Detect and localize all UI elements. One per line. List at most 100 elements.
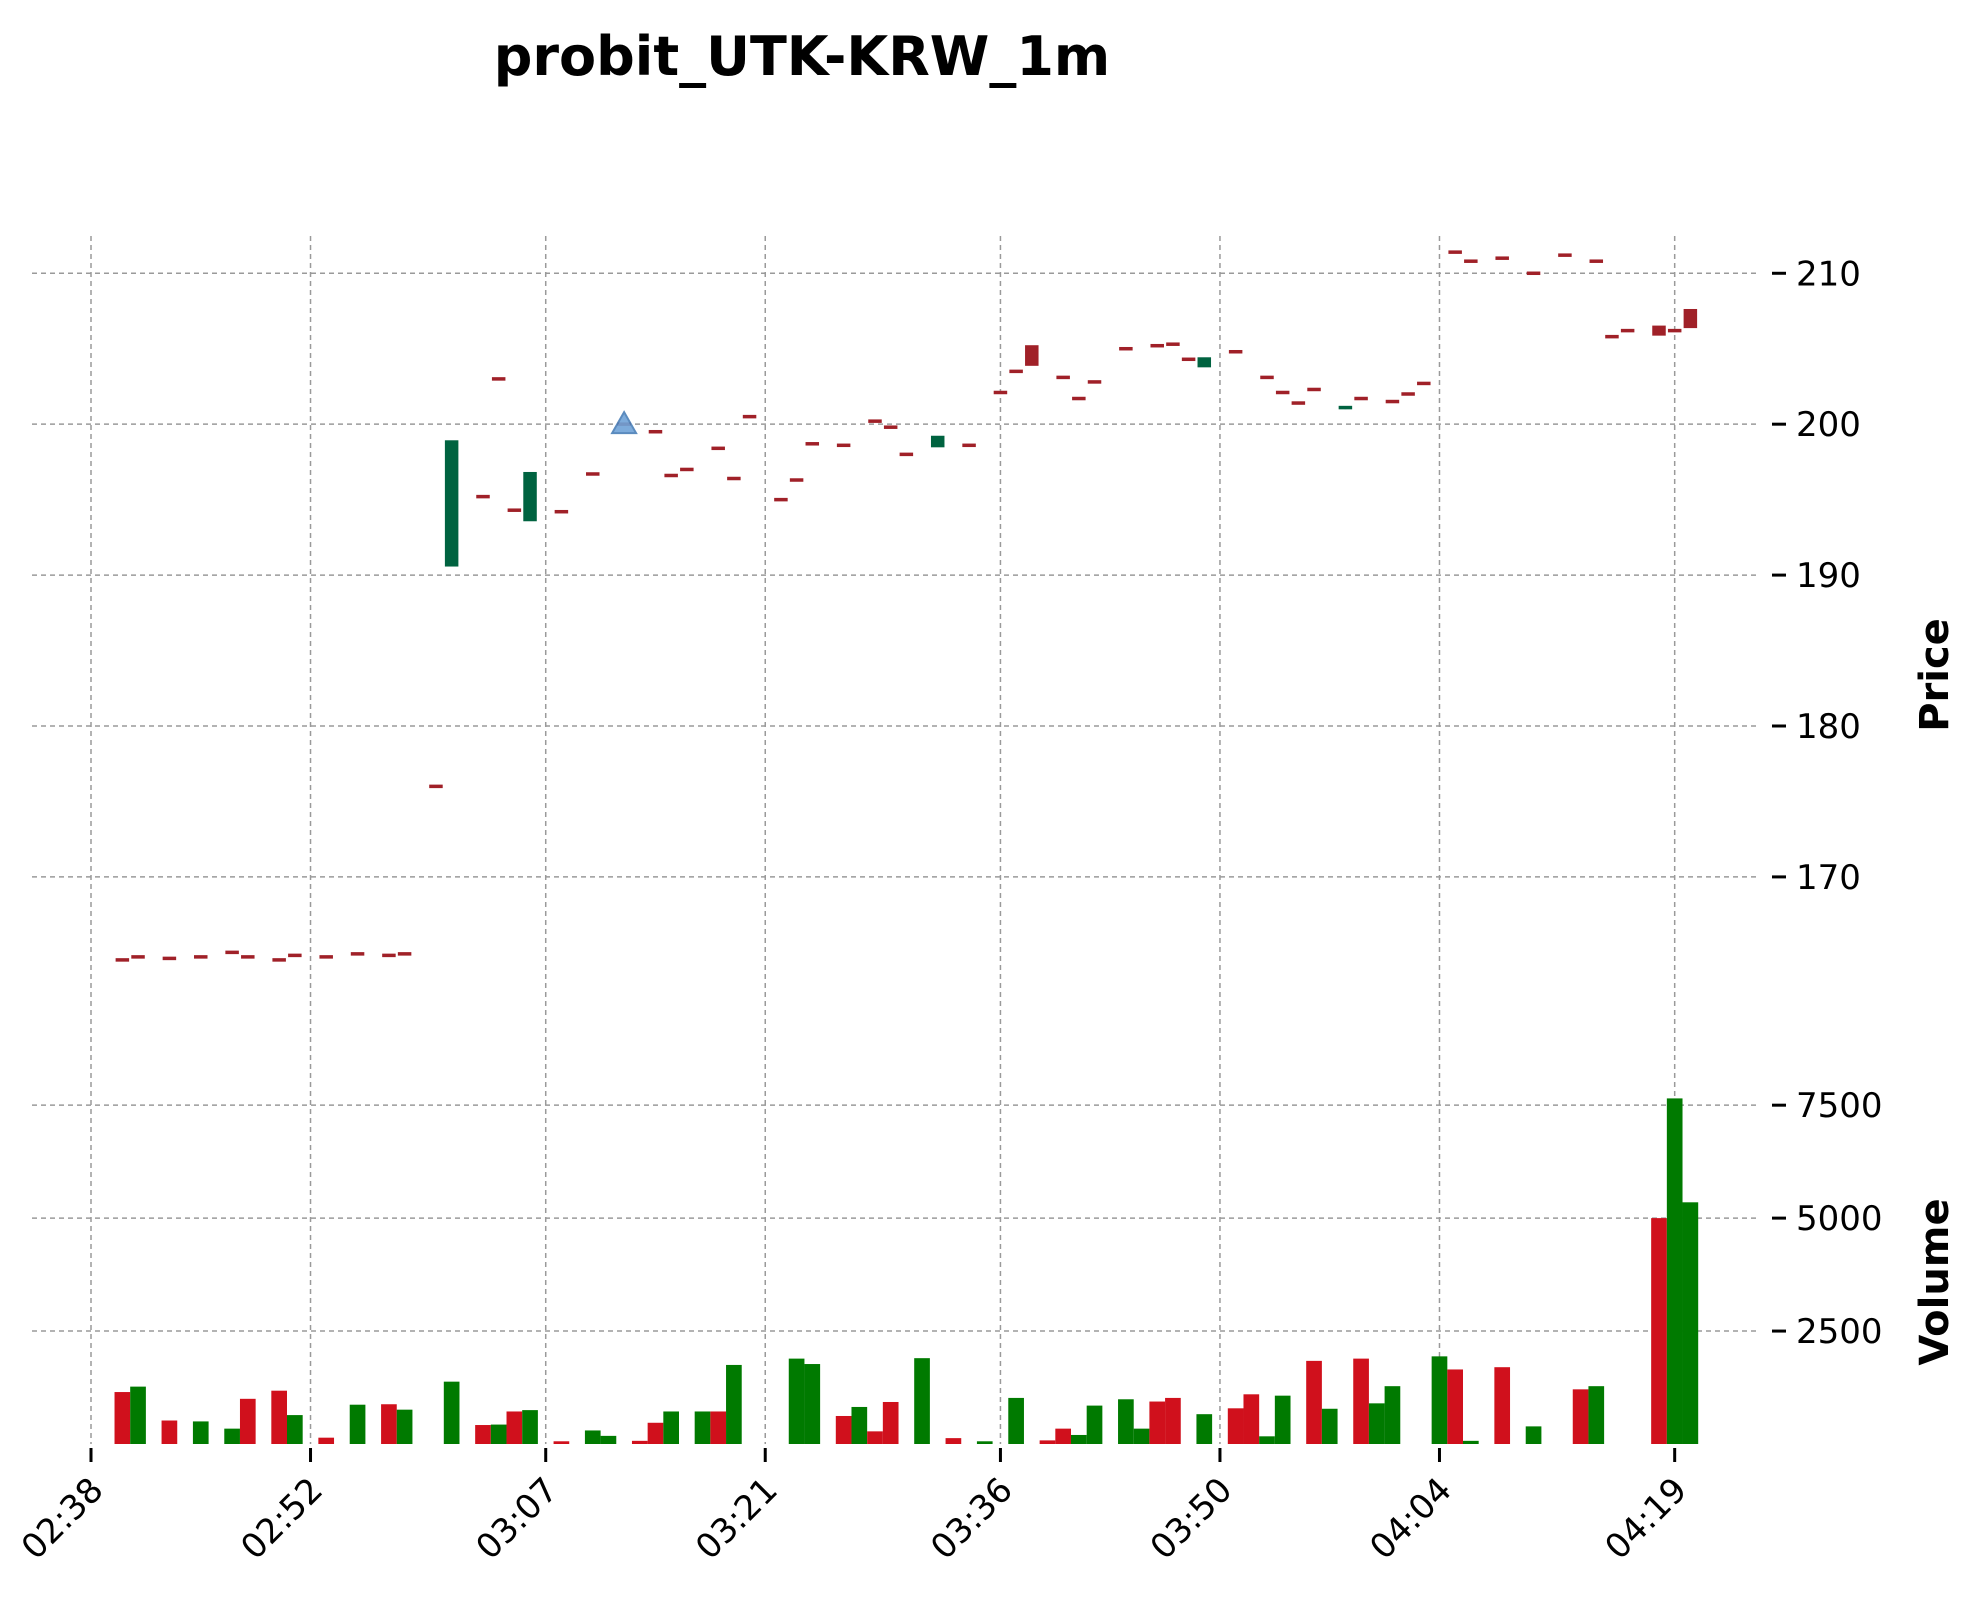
candle: [429, 784, 443, 789]
candle: [1464, 259, 1478, 263]
volume-bar: [381, 1404, 397, 1444]
candle: [476, 494, 490, 499]
candle: [1526, 271, 1541, 276]
candle: [1667, 328, 1682, 333]
volume-bar: [1149, 1401, 1166, 1444]
candle: [1338, 405, 1353, 410]
candle: [1401, 392, 1415, 396]
volume-tick-label: 7500: [1796, 1086, 1883, 1126]
candle: [586, 472, 600, 476]
candle: [1620, 328, 1635, 333]
volume-bar: [1243, 1394, 1260, 1444]
candle: [930, 435, 945, 448]
chart-title: probit_UTK-KRW_1m: [494, 25, 1110, 88]
candle: [1589, 259, 1604, 263]
volume-bar: [584, 1430, 601, 1444]
candle: [1385, 399, 1400, 404]
volume-bar: [663, 1411, 679, 1444]
candle: [272, 958, 286, 962]
candle: [1448, 250, 1462, 254]
candle: [962, 443, 976, 448]
price-axis-label: Price: [1912, 618, 1958, 732]
candles: [115, 250, 1698, 962]
price-tick-label: 180: [1796, 707, 1861, 747]
candle: [382, 953, 396, 958]
candle: [1260, 375, 1274, 380]
volume-bar: [804, 1364, 821, 1444]
volume-bar: [631, 1440, 648, 1444]
candle: [491, 377, 506, 381]
price-tick-label: 200: [1796, 405, 1861, 445]
candle: [727, 476, 741, 481]
candle: [350, 952, 365, 956]
volume-bar: [522, 1410, 538, 1444]
volume-bar: [161, 1420, 178, 1444]
volume-bar: [192, 1421, 209, 1444]
candle: [774, 497, 788, 502]
volume-bar: [287, 1415, 303, 1444]
candle: [1291, 401, 1306, 405]
volume-bar: [349, 1404, 366, 1444]
volume-bar: [1447, 1369, 1463, 1444]
candle: [805, 442, 820, 446]
candle: [1417, 381, 1431, 386]
candle: [1072, 396, 1086, 401]
candle: [319, 955, 333, 959]
volume-bar: [945, 1438, 962, 1444]
candle: [194, 955, 208, 959]
volume-bar: [114, 1392, 131, 1444]
volume-bar: [490, 1424, 507, 1444]
candle: [1354, 396, 1368, 401]
candle: [648, 429, 663, 434]
candle: [241, 955, 255, 959]
volume-bar: [1525, 1426, 1542, 1444]
volume-bar: [271, 1390, 287, 1444]
volume-bar: [1463, 1440, 1479, 1444]
candle: [444, 440, 459, 567]
candle: [225, 950, 239, 955]
volume-bar: [694, 1411, 711, 1444]
volume-bar: [396, 1409, 413, 1444]
candle: [1025, 345, 1039, 366]
candle: [1228, 349, 1243, 354]
candle: [397, 952, 412, 956]
candle: [1150, 343, 1164, 348]
candle: [1181, 357, 1196, 362]
price-tick-label: 190: [1796, 556, 1861, 596]
volume-tick-label: 5000: [1796, 1199, 1883, 1239]
volume-axis-label: Volume: [1912, 1198, 1958, 1365]
volume-bar: [914, 1358, 930, 1444]
volume-bar: [1008, 1397, 1024, 1444]
volume-bar: [647, 1422, 664, 1444]
candle: [523, 471, 537, 522]
candle: [664, 473, 678, 478]
candle: [1307, 387, 1321, 392]
candle: [680, 467, 694, 472]
volume-bar: [1039, 1440, 1056, 1444]
candle: [836, 443, 851, 448]
candle: [1166, 342, 1180, 346]
volume-bar: [239, 1398, 256, 1444]
volume-bars: [114, 1098, 1699, 1444]
volume-bar: [976, 1441, 993, 1444]
volume-bar: [1165, 1397, 1181, 1444]
candle: [507, 508, 522, 512]
volume-bar: [1384, 1386, 1401, 1444]
candle: [115, 958, 130, 962]
volume-bar: [1368, 1403, 1385, 1444]
volume-bar: [1259, 1436, 1275, 1444]
markers: [610, 410, 638, 435]
volume-bar: [1431, 1356, 1448, 1444]
buy-marker: [610, 410, 638, 435]
volume-bar: [475, 1425, 491, 1444]
candle: [711, 446, 725, 451]
candle: [1056, 375, 1070, 380]
candle: [1119, 346, 1133, 351]
volume-bar: [1118, 1399, 1134, 1444]
volume-bar: [553, 1441, 570, 1444]
volume-bar: [1651, 1218, 1667, 1444]
candle: [789, 478, 804, 482]
volume-bar: [1494, 1367, 1511, 1444]
